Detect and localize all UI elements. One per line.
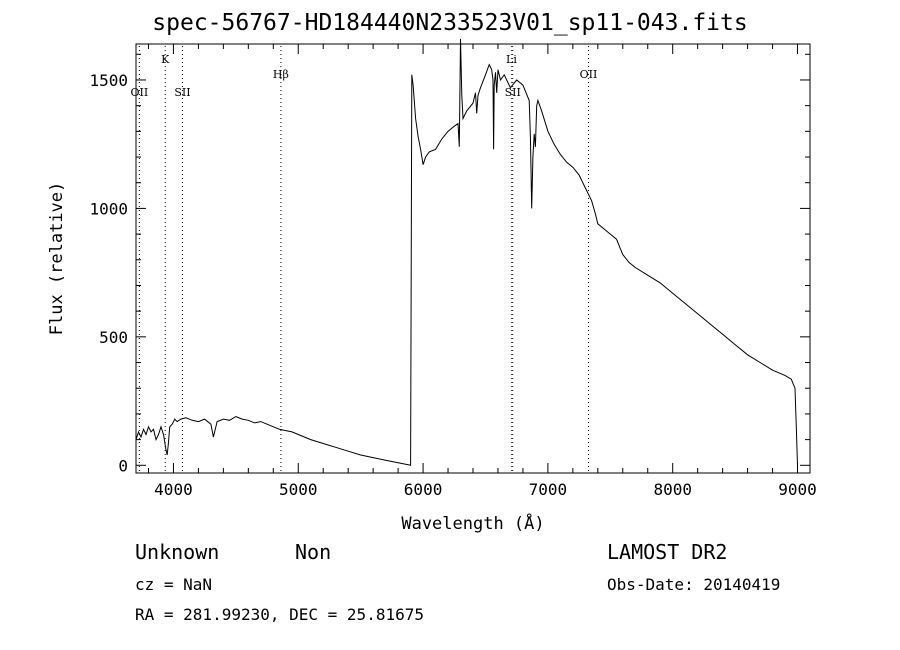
object-subclass: Non	[295, 540, 332, 564]
spectral-line-label: Hβ	[273, 68, 289, 81]
spectral-line-label: Li	[506, 53, 517, 66]
x-tick-label: 8000	[653, 480, 692, 499]
x-tick-label: 4000	[154, 480, 193, 499]
x-tick-label: 5000	[279, 480, 318, 499]
y-tick-label: 1500	[89, 71, 128, 90]
spectral-line-label: OII	[131, 86, 149, 99]
spectral-line-label: K	[161, 53, 170, 66]
x-axis-label: Wavelength (Å)	[401, 512, 544, 534]
spectral-line-label: SII	[174, 86, 190, 99]
y-tick-label: 500	[99, 328, 128, 347]
coordinates-text: RA = 281.99230, DEC = 25.81675	[135, 605, 424, 624]
x-tick-label: 9000	[778, 480, 817, 499]
y-axis-label: Flux (relative)	[47, 182, 67, 336]
obs-date-text: Obs-Date: 20140419	[607, 575, 781, 594]
spectral-line-label: OII	[580, 68, 598, 81]
redshift-text: cz = NaN	[135, 575, 213, 594]
x-tick-label: 6000	[404, 480, 443, 499]
x-tick-label: 7000	[529, 480, 568, 499]
spectrum-line	[135, 38, 798, 466]
survey-label: LAMOST DR2	[607, 540, 728, 564]
chart-title: spec-56767-HD184440N233523V01_sp11-043.f…	[152, 10, 748, 36]
y-tick-label: 1000	[89, 199, 128, 218]
plot-frame	[135, 43, 811, 474]
object-class: Unknown	[135, 540, 220, 564]
spectral-line-label: SII	[505, 86, 521, 99]
y-tick-label: 0	[118, 456, 128, 475]
